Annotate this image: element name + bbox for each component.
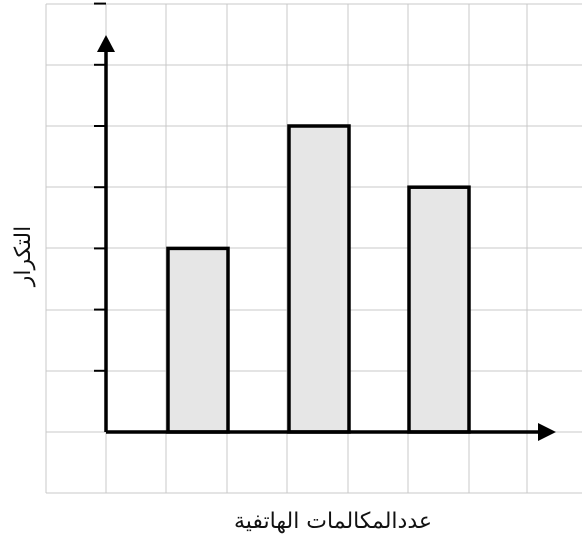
y-axis-label: التكرار (11, 226, 36, 287)
axes (94, 2, 556, 441)
bar (407, 185, 471, 434)
bar (166, 246, 230, 434)
bar (287, 124, 351, 434)
x-axis-arrow (538, 423, 556, 441)
x-axis-label: عددالمكالمات الهاتفية (234, 509, 432, 534)
bars (166, 124, 471, 434)
y-axis-arrow (97, 35, 115, 52)
